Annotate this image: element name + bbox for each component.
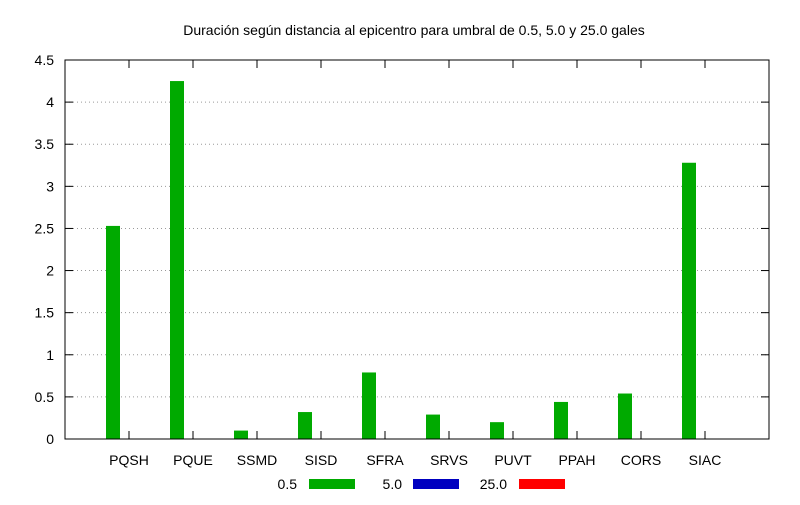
x-tick-label: SRVS xyxy=(430,452,468,468)
bar-0-5-ppah xyxy=(554,401,568,439)
bar-0-5-ssmd xyxy=(234,430,248,439)
x-tick-label: SSMD xyxy=(237,452,277,468)
y-tick-label: 3.5 xyxy=(35,136,55,152)
y-tick-label: 4 xyxy=(46,94,54,110)
bar-0-5-cors xyxy=(618,393,632,439)
x-tick-label: SIAC xyxy=(689,452,722,468)
y-tick-label: 0.5 xyxy=(35,389,55,405)
legend-label-0-5: 0.5 xyxy=(278,476,298,492)
x-tick-label: SISD xyxy=(305,452,338,468)
x-tick-label: PQSH xyxy=(109,452,149,468)
legend: 0.5 5.0 25.0 xyxy=(278,476,565,492)
bar-0-5-sisd xyxy=(298,412,312,439)
bar-0-5-sfra xyxy=(362,372,376,439)
bars-group xyxy=(106,81,696,440)
bar-0-5-puvt xyxy=(490,422,504,439)
y-tick-label: 1 xyxy=(46,347,54,363)
bar-0-5-pque xyxy=(170,81,184,440)
grid-lines xyxy=(65,101,769,398)
bar-0-5-srvs xyxy=(426,414,440,439)
x-tick-label: SFRA xyxy=(366,452,404,468)
axis-ticks: 0 0.5 1 1.5 2 2.5 3 3.5 4 4.5 PQSH PQUE SSMD SISD SFRA… xyxy=(35,52,769,468)
y-tick-label: 0 xyxy=(46,431,54,447)
bar-0-5-pqsh xyxy=(106,225,120,439)
legend-swatch-5-0 xyxy=(413,479,459,489)
y-tick-label: 2 xyxy=(46,263,54,279)
y-tick-label: 3 xyxy=(46,178,54,194)
plot-frame xyxy=(64,59,770,440)
y-tick-label: 2.5 xyxy=(35,220,55,236)
x-tick-label: PQUE xyxy=(173,452,213,468)
bar-0-5-siac xyxy=(682,162,696,440)
y-tick-label: 1.5 xyxy=(35,305,55,321)
legend-swatch-25-0 xyxy=(519,479,565,489)
y-tick-label: 4.5 xyxy=(35,52,55,68)
legend-label-25-0: 25.0 xyxy=(480,476,507,492)
x-tick-label: CORS xyxy=(621,452,661,468)
legend-label-5-0: 5.0 xyxy=(383,476,403,492)
legend-swatch-0-5 xyxy=(309,479,355,489)
x-tick-label: PUVT xyxy=(494,452,532,468)
x-tick-label: PPAH xyxy=(558,452,595,468)
chart-title: Duración según distancia al epicentro pa… xyxy=(183,22,645,38)
